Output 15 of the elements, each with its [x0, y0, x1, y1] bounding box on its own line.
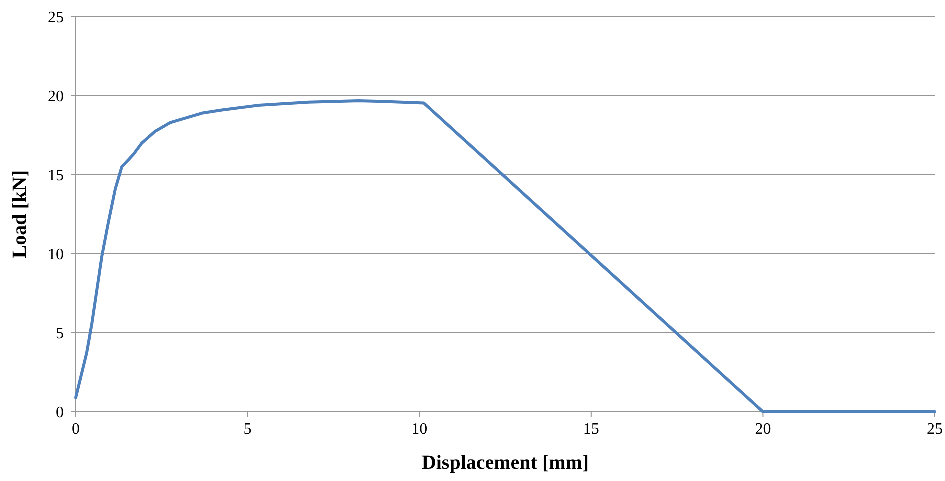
x-tick-label: 20 — [755, 421, 772, 438]
y-tick-label: 0 — [56, 404, 64, 422]
y-tick-label: 5 — [56, 326, 64, 343]
x-tick-label: 10 — [412, 421, 428, 438]
x-tick-label: 15 — [583, 421, 600, 438]
x-tick-label: 5 — [244, 421, 252, 438]
y-tick-label: 10 — [48, 246, 64, 264]
y-axis-title: Load [kN] — [9, 170, 31, 259]
x-axis-title: Displacement [mm] — [422, 452, 590, 474]
y-tick-label: 20 — [48, 88, 64, 106]
x-tick-label: 0 — [72, 421, 80, 438]
y-tick-label: 15 — [48, 168, 64, 185]
x-tick-label: 25 — [927, 421, 943, 438]
line-series — [74, 100, 936, 414]
y-tick-label: 25 — [48, 10, 64, 27]
